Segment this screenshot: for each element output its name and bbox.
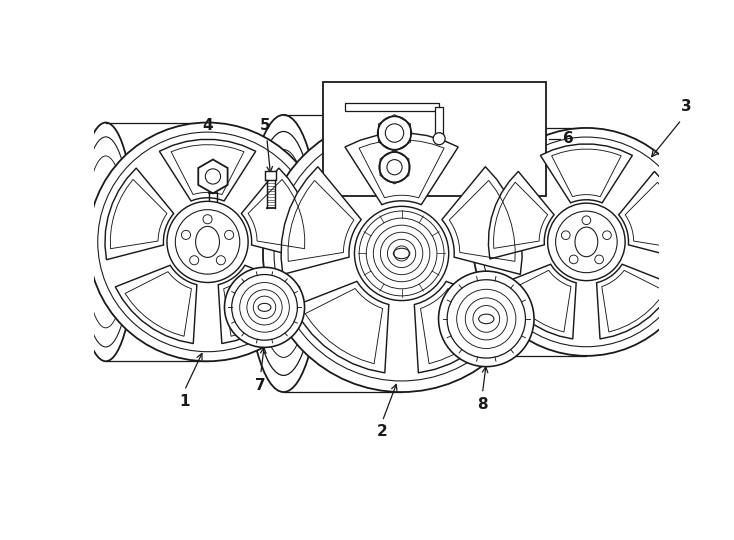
Text: 2: 2 xyxy=(377,424,388,440)
Bar xyxy=(435,107,443,139)
Circle shape xyxy=(582,216,591,225)
Text: 3: 3 xyxy=(680,99,691,113)
Polygon shape xyxy=(540,144,633,203)
Circle shape xyxy=(189,256,199,265)
Circle shape xyxy=(473,128,700,356)
Polygon shape xyxy=(218,265,299,343)
Circle shape xyxy=(379,152,410,183)
Circle shape xyxy=(433,133,445,145)
Circle shape xyxy=(378,116,411,150)
Polygon shape xyxy=(442,167,522,274)
Circle shape xyxy=(447,280,526,358)
Polygon shape xyxy=(597,264,675,339)
Circle shape xyxy=(355,206,448,301)
Polygon shape xyxy=(498,264,576,339)
Circle shape xyxy=(225,267,305,347)
Text: 8: 8 xyxy=(477,397,488,413)
Polygon shape xyxy=(281,167,361,274)
Circle shape xyxy=(603,231,611,240)
Circle shape xyxy=(438,271,534,367)
Circle shape xyxy=(225,231,233,239)
Circle shape xyxy=(548,203,625,281)
Circle shape xyxy=(181,231,191,239)
Circle shape xyxy=(232,274,297,340)
Circle shape xyxy=(595,255,603,264)
Polygon shape xyxy=(414,281,510,373)
Circle shape xyxy=(217,256,225,265)
Text: 1: 1 xyxy=(179,394,189,409)
Circle shape xyxy=(167,201,248,282)
Polygon shape xyxy=(293,281,389,373)
Circle shape xyxy=(570,255,578,264)
Text: 5: 5 xyxy=(260,118,271,132)
Circle shape xyxy=(263,115,540,392)
Text: 6: 6 xyxy=(563,131,574,146)
Polygon shape xyxy=(488,171,554,259)
Polygon shape xyxy=(105,168,174,260)
Bar xyxy=(265,171,276,180)
Bar xyxy=(346,103,439,111)
Circle shape xyxy=(203,215,212,224)
Circle shape xyxy=(562,231,570,240)
Polygon shape xyxy=(115,265,197,343)
Bar xyxy=(323,82,546,195)
Circle shape xyxy=(88,123,327,361)
Text: 7: 7 xyxy=(255,378,266,393)
Polygon shape xyxy=(159,139,255,201)
Polygon shape xyxy=(345,133,458,205)
Polygon shape xyxy=(619,171,684,259)
Polygon shape xyxy=(198,159,228,193)
Text: 4: 4 xyxy=(203,118,213,132)
Polygon shape xyxy=(241,168,310,260)
